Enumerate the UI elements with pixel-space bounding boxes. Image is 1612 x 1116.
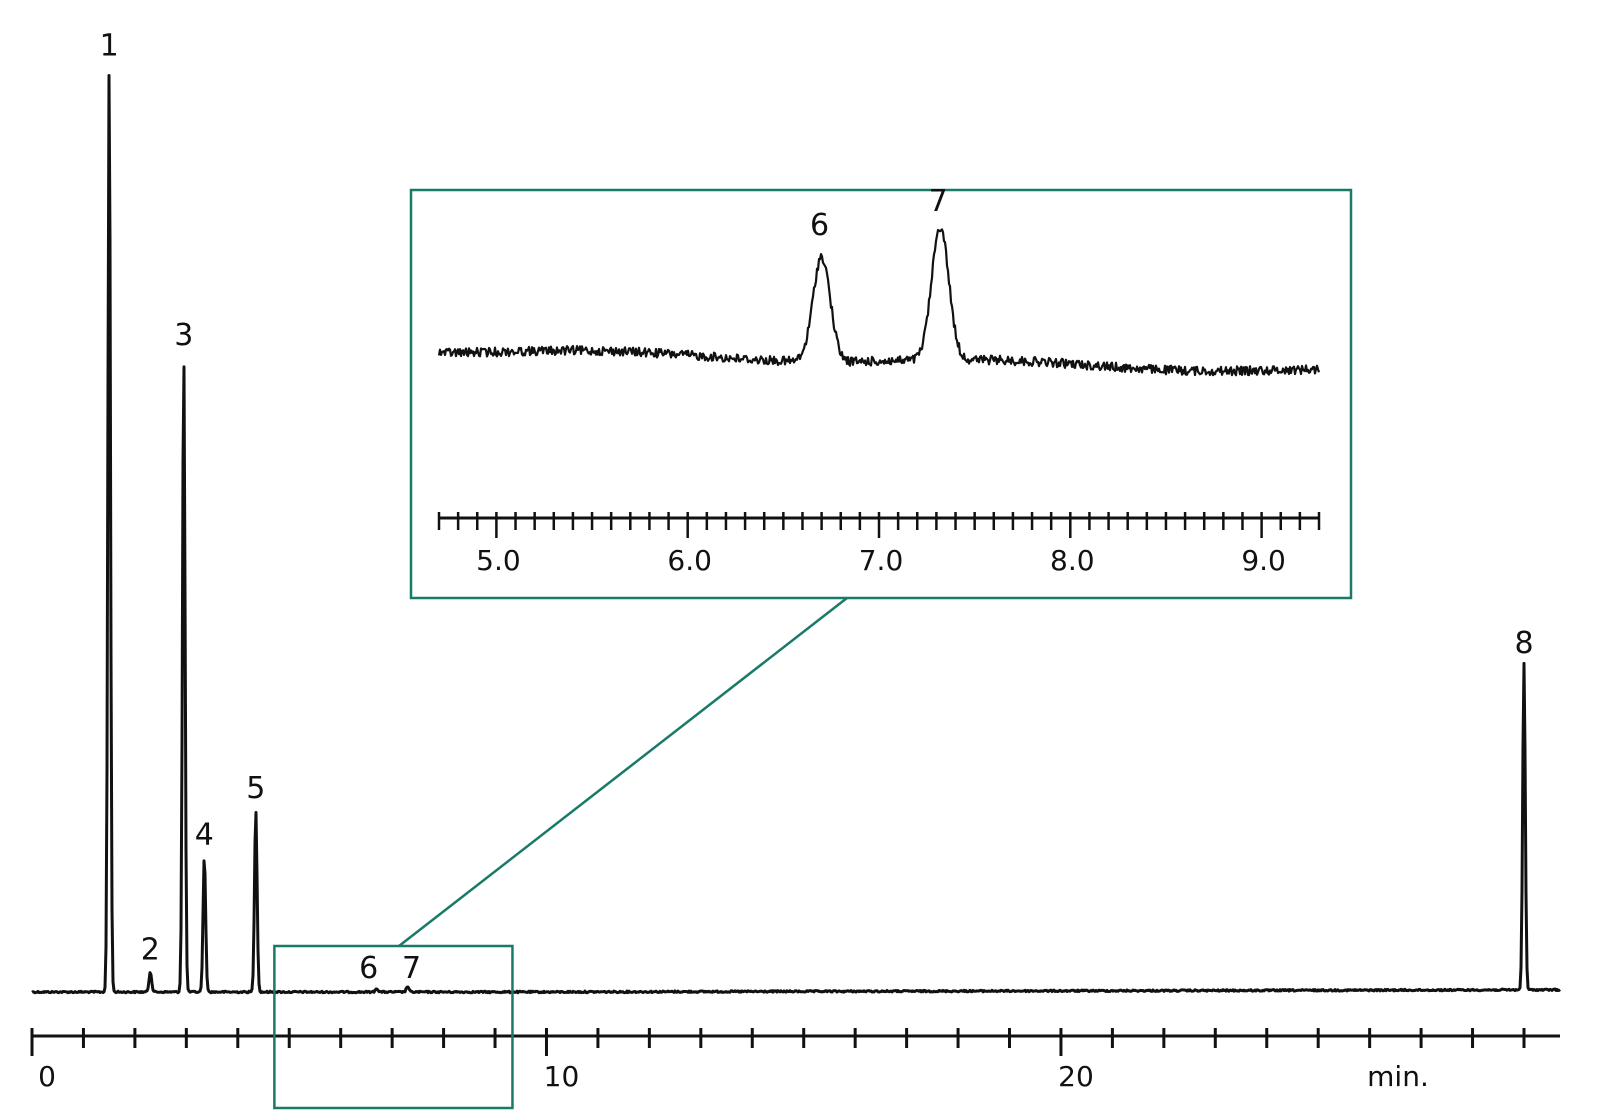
- peak-label-4: 4: [195, 818, 214, 853]
- inset-chromatogram: 6 7 5.0 6.0 7.0 8.0 9.0: [409, 184, 1353, 600]
- peak-label-5: 5: [246, 771, 265, 806]
- inset-tick-label: 8.0: [1050, 544, 1095, 577]
- peak-label-2: 2: [141, 932, 160, 967]
- inset-tick-label: 7.0: [859, 544, 904, 577]
- zoom-region-box: [273, 944, 514, 1110]
- inset-tick-label: 5.0: [476, 544, 521, 577]
- zoom-connector: [398, 597, 848, 947]
- inset-peak-label-7: 7: [929, 184, 948, 219]
- main-x-axis-label: min.: [1367, 1060, 1429, 1093]
- inset-tick-label: 6.0: [667, 544, 712, 577]
- peak-label-3: 3: [174, 318, 193, 353]
- peak-label-1: 1: [100, 28, 119, 63]
- main-tick-label: 0: [38, 1060, 56, 1093]
- peak-label-6: 6: [359, 951, 378, 986]
- inset-trace-line: [437, 228, 1321, 377]
- inset-frame: [409, 188, 1353, 600]
- peak-label-7: 7: [402, 951, 421, 986]
- main-tick-label: 20: [1058, 1060, 1094, 1093]
- inset-tick-label: 9.0: [1241, 544, 1286, 577]
- inset-peak-label-6: 6: [810, 208, 829, 243]
- main-tick-label: 10: [544, 1060, 580, 1093]
- main-trace-line: [31, 74, 1562, 995]
- zoom-connector-line: [398, 597, 848, 947]
- peak-label-8: 8: [1514, 626, 1533, 661]
